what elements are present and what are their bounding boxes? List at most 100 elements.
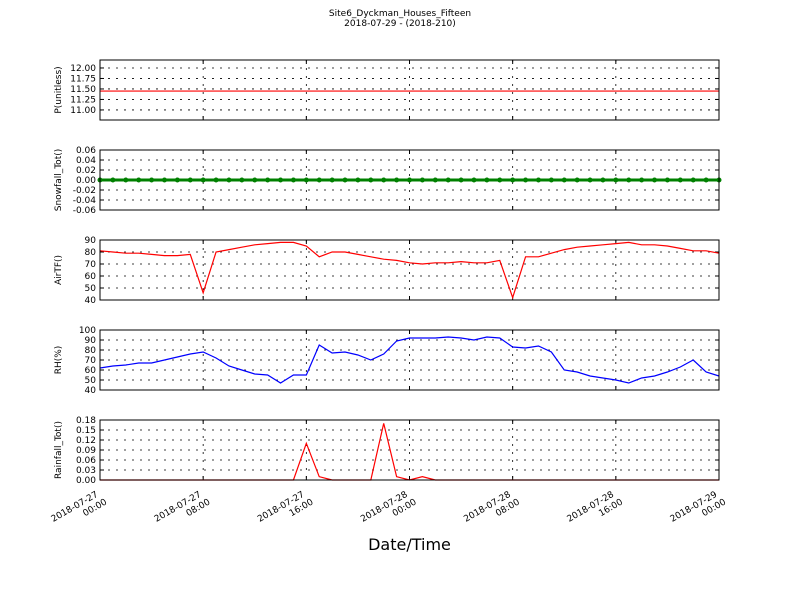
x-tick-label: 2018-07-2808:00 [462, 488, 522, 534]
data-point [690, 177, 696, 183]
data-point [664, 177, 670, 183]
y-tick-label: 11.50 [70, 85, 96, 95]
data-point [265, 177, 271, 183]
data-point [174, 177, 180, 183]
data-point [394, 177, 400, 183]
data-point [226, 177, 232, 183]
data-point [355, 177, 361, 183]
data-point [303, 177, 309, 183]
data-line [99, 336, 720, 384]
y-tick-label: 50 [85, 284, 97, 294]
y-tick-label: 0.18 [76, 416, 96, 426]
data-line [99, 241, 720, 300]
y-tick-label: 0.02 [76, 166, 96, 176]
data-point [342, 177, 348, 183]
y-tick-label: 12.00 [70, 64, 96, 74]
y-tick-label: 11.25 [70, 95, 96, 105]
y-tick-label: 40 [85, 386, 97, 396]
data-point [136, 177, 142, 183]
data-point [626, 177, 632, 183]
y-tick-label: 60 [85, 272, 97, 282]
data-point [381, 177, 387, 183]
data-point [200, 177, 206, 183]
data-point [497, 177, 503, 183]
data-point [149, 177, 155, 183]
x-tick-label: 2018-07-2716:00 [256, 488, 316, 534]
data-point [471, 177, 477, 183]
data-point [523, 177, 529, 183]
y-axis-label: AirTF() [54, 255, 64, 285]
y-tick-label: 80 [85, 248, 97, 258]
y-tick-label: 0.06 [76, 456, 96, 466]
data-point [252, 177, 258, 183]
data-point [613, 177, 619, 183]
data-point [213, 177, 219, 183]
plot-frame [99, 239, 720, 301]
x-tick-label: 2018-07-2700:00 [50, 488, 110, 534]
data-point [239, 177, 245, 183]
y-axis-label: Rainfall_Tot() [54, 421, 64, 479]
y-tick-label: -0.04 [73, 196, 97, 206]
y-tick-label: 40 [85, 296, 97, 306]
data-point [548, 177, 554, 183]
data-point [703, 177, 709, 183]
y-tick-label: 0.12 [76, 436, 96, 446]
data-point [510, 177, 516, 183]
x-tick-label: 2018-07-2816:00 [566, 488, 626, 534]
y-tick-label: 100 [79, 326, 96, 336]
data-point [278, 177, 284, 183]
plot-frame [99, 329, 720, 391]
data-point [110, 177, 116, 183]
plot-frame [99, 419, 720, 481]
y-tick-label: 0.00 [76, 476, 96, 486]
y-tick-label: 0.04 [76, 156, 96, 166]
data-point [445, 177, 451, 183]
y-tick-label: 0.03 [76, 466, 96, 476]
plot-frame [99, 59, 720, 121]
data-point [677, 177, 683, 183]
data-point [187, 177, 193, 183]
data-point [639, 177, 645, 183]
data-point [484, 177, 490, 183]
y-tick-label: 60 [85, 366, 97, 376]
y-tick-label: 11.00 [70, 106, 96, 116]
data-point [458, 177, 464, 183]
y-tick-label: 90 [85, 336, 97, 346]
y-axis-label: P(unitless) [54, 66, 64, 113]
data-point [561, 177, 567, 183]
chart-title: Site6_Dyckman_Houses_Fifteen [329, 9, 471, 19]
y-tick-label: 0.15 [76, 426, 96, 436]
data-point [407, 177, 412, 183]
y-tick-label: -0.02 [73, 186, 96, 196]
y-tick-label: 80 [85, 346, 97, 356]
y-tick-label: 90 [85, 236, 97, 246]
y-tick-label: 0.00 [76, 176, 96, 186]
data-point [123, 177, 129, 183]
data-line [100, 423, 719, 481]
y-tick-label: 70 [85, 356, 97, 366]
data-point [290, 177, 296, 183]
x-tick-label: 2018-07-2900:00 [669, 488, 729, 534]
data-point [652, 177, 658, 183]
x-axis-label: Date/Time [368, 535, 451, 554]
data-point [161, 177, 167, 183]
y-tick-label: -0.06 [73, 206, 97, 216]
plot-frame [99, 149, 720, 211]
y-tick-label: 11.75 [70, 74, 96, 84]
x-tick-label: 2018-07-2708:00 [153, 488, 213, 534]
data-point [368, 177, 374, 183]
data-point [432, 177, 438, 183]
y-tick-label: 0.06 [76, 146, 96, 156]
y-tick-label: 0.09 [76, 446, 96, 456]
y-tick-label: 50 [85, 376, 97, 386]
data-point [329, 177, 335, 183]
y-axis-label: RH(%) [54, 346, 64, 375]
data-point [316, 177, 322, 183]
chart-subtitle: 2018-07-29 - (2018-210) [344, 19, 456, 29]
x-tick-label: 2018-07-2800:00 [359, 488, 419, 534]
data-point [574, 177, 580, 183]
data-point [587, 177, 593, 183]
y-tick-label: 70 [85, 260, 97, 270]
data-point [600, 177, 606, 183]
